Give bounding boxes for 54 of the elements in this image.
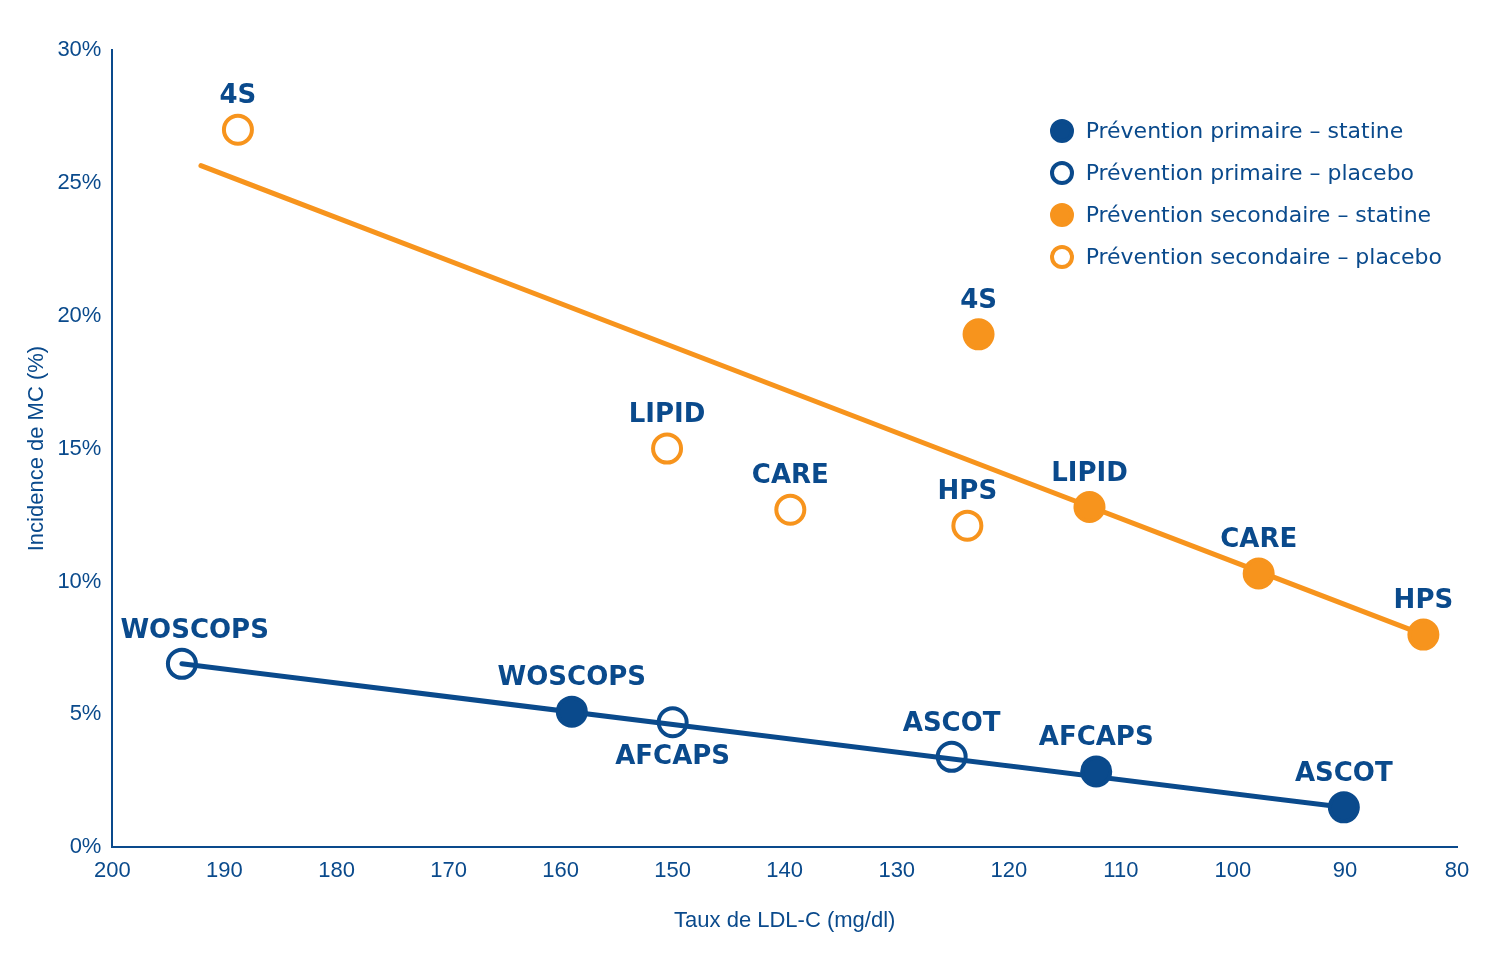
annotation: WOSCOPS <box>497 661 647 692</box>
legend-label: Prévention secondaire – placebo <box>1085 243 1442 271</box>
point <box>651 432 684 465</box>
annotation: 4S <box>960 284 997 315</box>
y-tick-label: 5% <box>69 700 102 726</box>
x-tick-label: 100 <box>1214 857 1252 883</box>
point <box>656 706 689 739</box>
annotation: AFCAPS <box>615 740 731 771</box>
point <box>165 647 198 680</box>
annotation: HPS <box>1393 584 1454 615</box>
x-tick-label: 130 <box>878 857 916 883</box>
y-tick-label: 20% <box>57 301 102 327</box>
point <box>1407 618 1440 651</box>
x-tick-label: 190 <box>206 857 243 883</box>
x-axis-title: Taux de LDL-C (mg/dl) <box>674 906 896 932</box>
point <box>1242 557 1275 590</box>
x-tick-label: 150 <box>654 857 692 883</box>
x-tick-label: 110 <box>1103 857 1139 883</box>
y-tick-label: 30% <box>57 36 102 62</box>
point <box>1327 791 1360 824</box>
y-tick-label: 15% <box>57 434 102 460</box>
annotation: CARE <box>751 459 829 490</box>
legend-label: Prévention secondaire – statine <box>1085 201 1432 229</box>
y-tick-label: 25% <box>57 168 102 194</box>
x-tick-label: 120 <box>990 857 1028 883</box>
annotation: LIPID <box>1051 456 1128 487</box>
annotation: CARE <box>1220 523 1298 554</box>
x-tick-label: 80 <box>1444 857 1470 883</box>
point <box>1080 755 1113 788</box>
x-tick-label: 200 <box>94 857 131 883</box>
annotation: AFCAPS <box>1038 721 1154 752</box>
legend-label: Prévention primaire – statine <box>1085 117 1404 145</box>
y-tick-label: 10% <box>57 567 102 593</box>
legend-label: Prévention primaire – placebo <box>1085 159 1415 187</box>
x-tick-label: 180 <box>318 857 355 883</box>
point <box>555 695 588 728</box>
annotation: LIPID <box>628 398 706 429</box>
annotation: WOSCOPS <box>120 613 269 644</box>
point <box>1073 491 1106 524</box>
point <box>774 493 807 526</box>
annotation: ASCOT <box>902 706 1001 737</box>
annotation: 4S <box>219 79 257 110</box>
annotation: HPS <box>937 475 998 506</box>
y-axis-title: Incidence de MC (%) <box>23 345 49 552</box>
point <box>962 318 995 351</box>
point <box>951 509 984 542</box>
x-tick-label: 140 <box>766 857 804 883</box>
point <box>935 740 968 773</box>
x-tick-label: 90 <box>1332 857 1358 883</box>
y-tick-label: 0% <box>69 833 102 859</box>
point <box>221 113 254 146</box>
annotation: ASCOT <box>1294 757 1393 788</box>
x-tick-label: 170 <box>430 857 467 883</box>
x-tick-label: 160 <box>542 857 579 883</box>
